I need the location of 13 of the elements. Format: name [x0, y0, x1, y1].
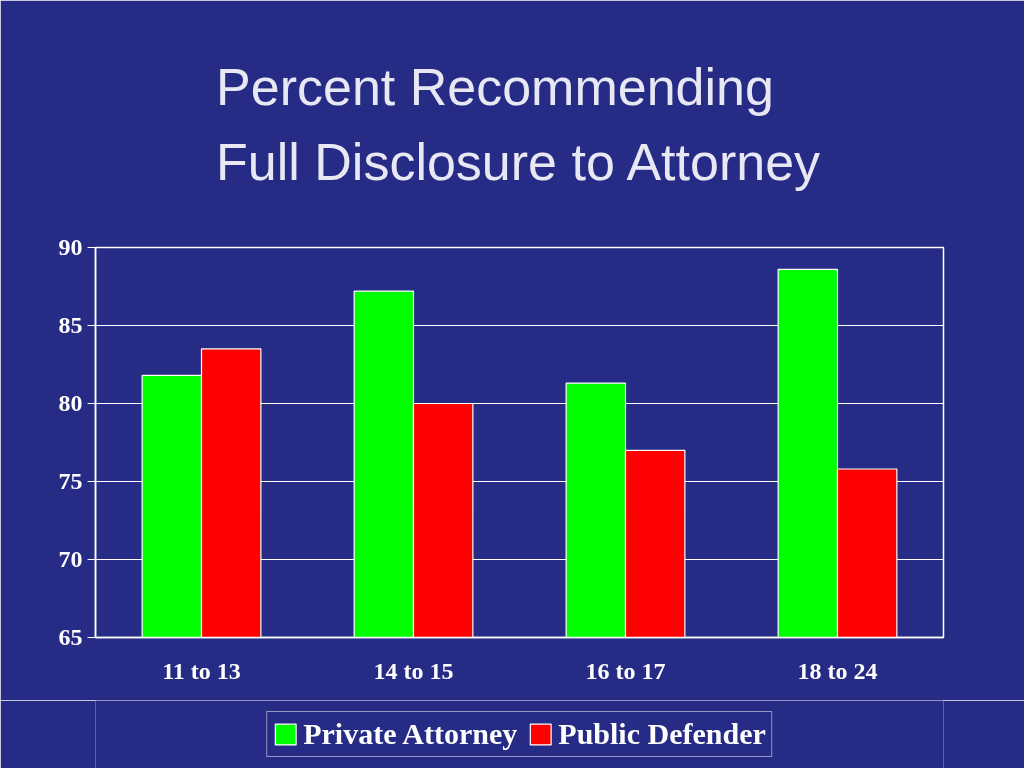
legend-label: Private Attorney: [303, 717, 518, 751]
y-tick-label: 65: [58, 624, 83, 650]
y-tick-label: 80: [58, 390, 83, 416]
x-tick-label: 11 to 13: [162, 657, 241, 684]
chart-title: Percent Recommending Full Disclosure to Attorney: [216, 58, 821, 192]
y-tick-label: 75: [58, 468, 83, 494]
x-tick-label: 18 to 24: [797, 657, 878, 684]
y-tick-label: 85: [58, 312, 83, 338]
x-tick-label: 16 to 17: [585, 657, 666, 684]
legend-label: Public Defender: [558, 717, 766, 751]
y-tick-label: 70: [58, 546, 83, 572]
x-tick-label: 14 to 15: [373, 657, 454, 684]
y-tick-label: 90: [58, 234, 83, 260]
